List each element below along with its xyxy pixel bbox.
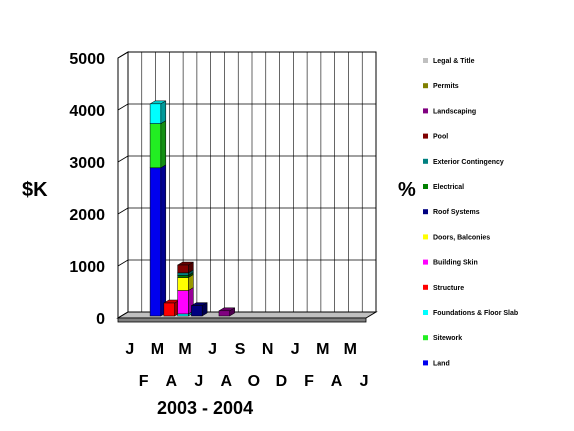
bar-segment [149,103,162,124]
legend-swatch [423,335,428,341]
legend-label: Electrical [433,184,464,191]
y-tick-label: 3000 [69,155,105,172]
x-tick-label: S [235,341,246,358]
floor-edge [117,317,367,323]
bar-side [160,100,167,125]
legend-label: Exterior Contingency [433,159,504,166]
legend-swatch [423,184,428,189]
x-tick-label: M [344,341,357,358]
y-tick-label: 0 [96,311,105,328]
gridline-side [117,103,129,111]
legend-label: Roof Systems [433,209,480,216]
y-axis-unit-left: $K [22,179,48,201]
legend-label: Permits [433,83,459,90]
x-tick-label: J [208,341,217,358]
legend-label: Doors, Balconies [433,234,490,241]
bar-segment [177,272,189,276]
legend-swatch [423,58,428,63]
bar-segment [149,123,162,169]
y-tick-label: 5000 [69,51,105,68]
legend-swatch [423,209,428,215]
bar-segment [149,167,162,317]
legend-swatch [423,83,428,89]
bar-segment [218,310,230,317]
legend-swatch [423,284,428,290]
legend-swatch [423,108,428,114]
bar-segment [163,302,175,317]
x-tick-label: A [165,373,177,390]
x-tick-label: J [291,341,300,358]
legend-label: Sitework [433,335,462,342]
legend-label: Foundations & Floor Slab [433,310,518,317]
bar-segment [177,313,189,317]
bar-segment [191,305,203,317]
side-wall [117,51,129,319]
x-tick-label: A [221,373,233,390]
x-tick-label: F [139,373,149,390]
legend-label: Landscaping [433,108,476,115]
x-tick-label: D [276,373,288,390]
legend-swatch [423,259,428,265]
legend-label: Building Skin [433,260,478,267]
x-tick-label: N [262,341,274,358]
x-tick-label: M [151,341,164,358]
x-tick-label: M [178,341,191,358]
gridline-side [117,51,129,59]
chart-caption: 2003 - 2004 [157,398,253,418]
bar-segment [177,277,189,291]
gridline-side [117,155,129,163]
gridline-side [117,259,129,267]
bar-side [160,164,167,317]
y-tick-label: 1000 [69,259,105,276]
chart-bars [149,100,236,317]
legend-label: Structure [433,285,464,292]
x-tick-label: J [125,341,134,358]
legend-label: Pool [433,134,448,141]
y-tick-label: 2000 [69,207,105,224]
x-tick-label: J [360,373,369,390]
x-tick-label: M [316,341,329,358]
legend-label: Land [433,360,450,367]
legend-swatch [423,234,428,240]
legend-swatch [423,360,428,366]
bar-segment [177,275,189,278]
x-tick-label: F [304,373,314,390]
y-axis-ticks: 0 1000 2000 3000 4000 5000 [69,51,105,328]
y-tick-label: 4000 [69,103,105,120]
gridline-side [117,207,129,215]
bar-segment [177,264,189,274]
x-tick-label: O [248,373,260,390]
legend-swatch [423,310,428,315]
bar-segment [177,290,189,315]
x-tick-label: A [331,373,343,390]
bar-side [160,120,167,169]
legend-swatch [423,158,428,164]
chart-legend: Legal & Title Permits Landscaping Pool Exter… [423,58,518,367]
legend-swatch [423,133,428,139]
y-axis-unit-right: % [398,179,416,201]
legend-label: Legal & Title [433,58,475,65]
x-tick-label: J [194,373,203,390]
chart-gridlines [117,51,377,319]
